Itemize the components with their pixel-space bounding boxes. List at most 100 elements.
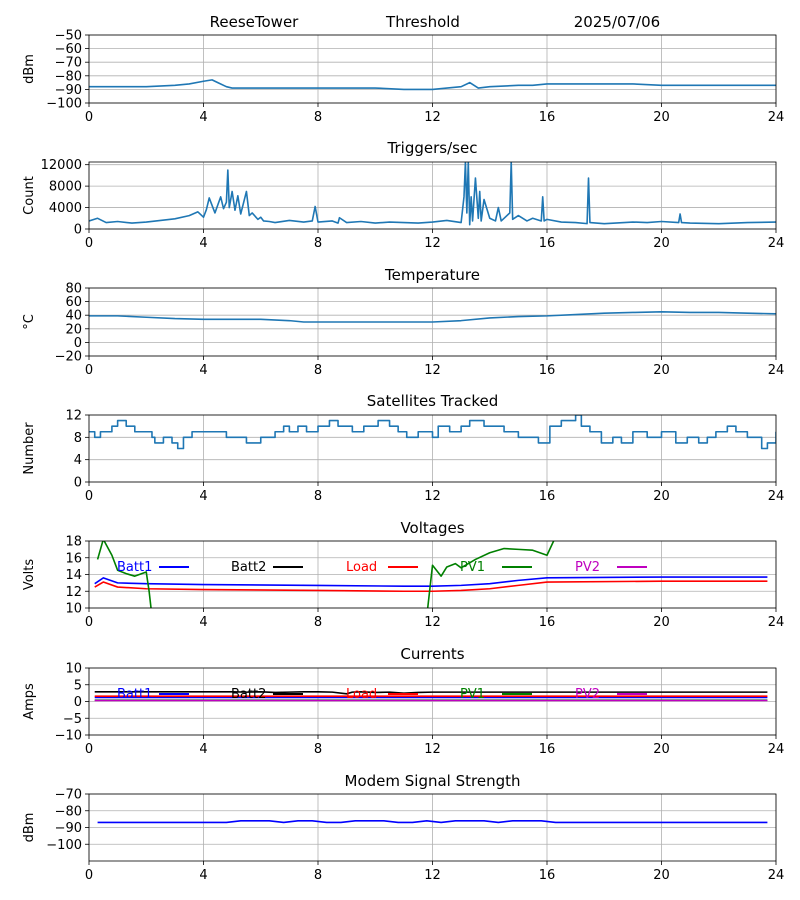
x-tick-label: 0 (85, 110, 93, 125)
x-tick-label: 4 (199, 868, 207, 883)
y-tick-label: −100 (46, 97, 82, 112)
temperature-title: Temperature (384, 266, 480, 284)
x-tick-label: 24 (768, 489, 785, 504)
y-tick-label: 80 (65, 282, 82, 297)
x-tick-label: 16 (539, 489, 556, 504)
x-tick-label: 12 (424, 363, 441, 378)
x-tick-label: 0 (85, 615, 93, 630)
x-tick-label: 4 (199, 489, 207, 504)
y-tick-label: −80 (55, 69, 82, 84)
threshold-series-line (89, 79, 776, 91)
x-tick-label: 0 (85, 236, 93, 251)
x-tick-label: 24 (768, 363, 785, 378)
x-tick-label: 8 (314, 615, 322, 630)
y-tick-label: 40 (65, 309, 82, 324)
modem-title: Modem Signal Strength (345, 772, 521, 790)
y-tick-label: −90 (55, 83, 82, 98)
x-tick-label: 20 (653, 742, 670, 757)
x-tick-label: 4 (199, 110, 207, 125)
y-tick-label: −10 (55, 729, 82, 744)
y-tick-label: 12 (65, 585, 82, 600)
x-tick-label: 4 (199, 615, 207, 630)
x-tick-label: 24 (768, 110, 785, 125)
y-tick-label: −90 (55, 821, 82, 836)
satellites-panel: 0 4 8 12 16 20 24 0 4 8 12 Satellites Tracked Number (22, 392, 784, 504)
legend-label-pv1: PV1 (460, 687, 485, 702)
temperature-ylabel: °C (22, 314, 37, 330)
x-tick-label: 12 (424, 615, 441, 630)
triggers-panel: 0 4 8 12 16 20 24 0 4000 8000 12000 Triggers/sec Cou… (22, 139, 784, 251)
legend-label-batt2: Batt2 (231, 687, 266, 702)
header-site: ReeseTower (210, 13, 300, 31)
y-tick-label: 0 (74, 336, 82, 351)
x-tick-label: 16 (539, 363, 556, 378)
x-tick-label: 20 (653, 868, 670, 883)
voltages-title: Voltages (400, 519, 464, 537)
modem-series-line (97, 819, 768, 824)
y-tick-label: −60 (55, 42, 82, 57)
x-tick-label: 4 (199, 363, 207, 378)
y-tick-label: 60 (65, 295, 82, 310)
y-tick-label: 0 (74, 476, 82, 491)
x-tick-label: 12 (424, 110, 441, 125)
x-tick-label: 16 (539, 742, 556, 757)
y-tick-label: −70 (55, 56, 82, 71)
x-tick-label: 16 (539, 236, 556, 251)
x-tick-label: 8 (314, 489, 322, 504)
x-tick-label: 12 (424, 868, 441, 883)
triggers-ylabel: Count (22, 176, 37, 215)
legend-label-load: Load (346, 687, 377, 702)
legend-label-batt2: Batt2 (231, 560, 266, 575)
y-tick-label: 5 (74, 678, 82, 693)
x-tick-label: 0 (85, 868, 93, 883)
modem-ylabel: dBm (22, 813, 37, 843)
currents-series-batt2 (94, 690, 768, 695)
legend-label-pv2: PV2 (575, 687, 600, 702)
y-tick-label: 18 (65, 535, 82, 550)
threshold-panel: 0 4 8 12 16 20 24 −100−90−80−70−60−50 dBm (22, 29, 784, 126)
x-tick-label: 4 (199, 742, 207, 757)
x-tick-label: 24 (768, 615, 785, 630)
y-tick-label: −70 (55, 788, 82, 803)
x-tick-label: 8 (314, 742, 322, 757)
y-tick-label: 10 (65, 602, 82, 617)
y-tick-label: 4000 (49, 201, 82, 216)
x-tick-label: 20 (653, 110, 670, 125)
y-tick-label: 12 (65, 409, 82, 424)
currents-ylabel: Amps (22, 683, 37, 720)
legend-label-load: Load (346, 560, 377, 575)
voltages-grid (88, 540, 777, 609)
x-tick-label: 8 (314, 110, 322, 125)
x-tick-label: 16 (539, 868, 556, 883)
satellites-series-line (89, 415, 776, 450)
x-tick-label: 24 (768, 868, 785, 883)
y-tick-label: −20 (55, 350, 82, 365)
header-mode: Threshold (385, 13, 460, 31)
legend-label-pv2: PV2 (575, 560, 600, 575)
y-tick-label: 20 (65, 322, 82, 337)
y-tick-label: 12000 (41, 158, 82, 173)
x-tick-label: 12 (424, 489, 441, 504)
y-tick-label: −100 (46, 838, 82, 853)
modem-panel: 0 4 8 12 16 20 24 −100 −90 −80−70 Modem Signal Str… (22, 772, 784, 883)
x-tick-label: 20 (653, 363, 670, 378)
satellites-ylabel: Number (22, 422, 37, 475)
x-tick-label: 20 (653, 489, 670, 504)
y-tick-label: 14 (65, 568, 82, 583)
y-tick-label: 8000 (49, 180, 82, 195)
voltages-ylabel: Volts (22, 559, 37, 591)
x-tick-label: 0 (85, 742, 93, 757)
triggers-title: Triggers/sec (387, 139, 478, 157)
satellites-grid (88, 414, 777, 483)
x-tick-label: 12 (424, 236, 441, 251)
x-tick-label: 20 (653, 615, 670, 630)
y-tick-label: 0 (74, 223, 82, 238)
x-tick-label: 12 (424, 742, 441, 757)
threshold-grid (88, 34, 777, 104)
voltages-series-batt1 (94, 576, 768, 588)
y-tick-label: 0 (74, 695, 82, 710)
modem-grid (88, 793, 777, 861)
